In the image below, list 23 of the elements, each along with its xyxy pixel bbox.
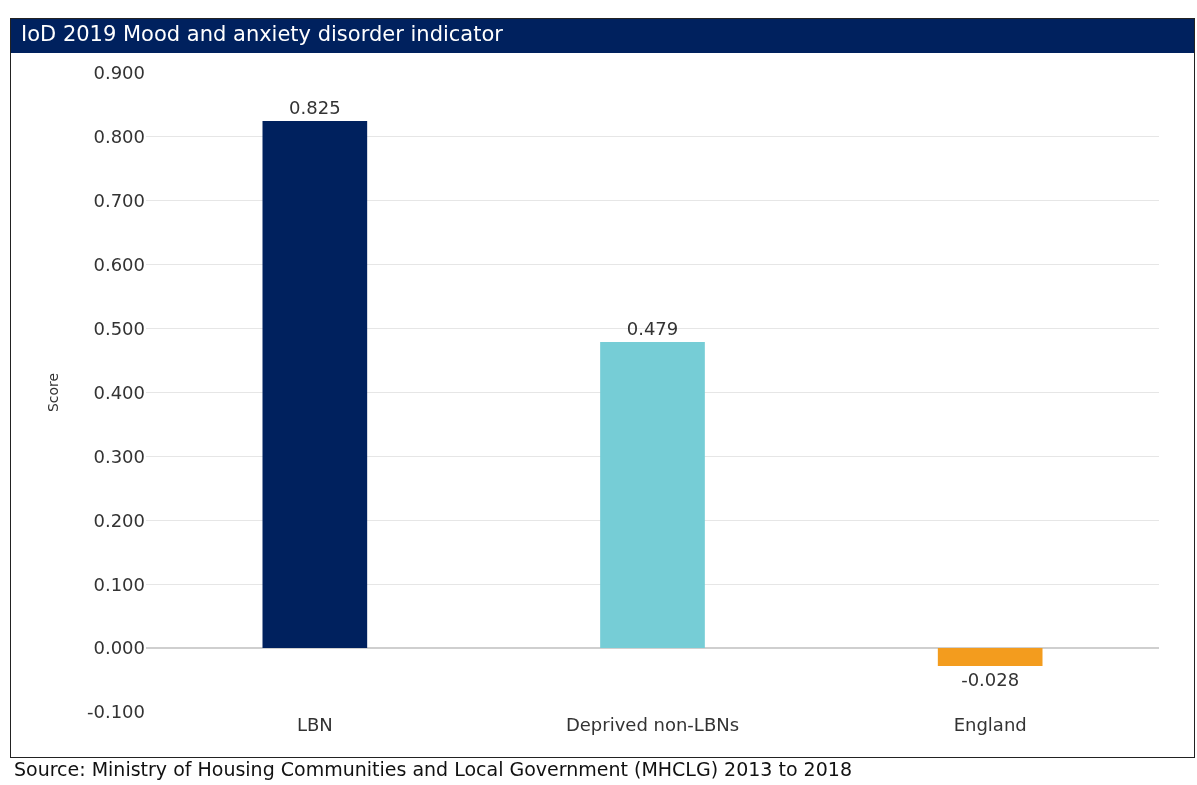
x-tick-label: Deprived non-LBNs	[565, 714, 740, 735]
y-tick-label: 0.100	[93, 573, 145, 595]
y-tick-label: 0.400	[93, 381, 145, 403]
source-note: Source: Ministry of Housing Communities and Local Government (MHCLG) 2013 to 2018	[14, 758, 852, 780]
data-label: 0.825	[289, 96, 341, 118]
bar	[262, 120, 368, 649]
data-label: -0.028	[961, 668, 1020, 690]
y-tick-label: 0.300	[93, 445, 145, 467]
chart-title: IoD 2019 Mood and anxiety disorder indicator	[11, 19, 1194, 53]
data-label: 0.479	[626, 318, 679, 340]
bar	[937, 648, 1043, 666]
x-tick-label: LBN	[296, 714, 333, 735]
y-tick-label: -0.100	[86, 701, 145, 723]
y-tick-label: 0.900	[93, 62, 145, 84]
y-tick-label: 0.800	[93, 126, 145, 148]
x-tick-label: England	[953, 714, 1027, 735]
y-tick-label: 0.700	[93, 190, 145, 212]
y-tick-label: 0.600	[93, 254, 145, 275]
bar	[600, 342, 705, 649]
y-tick-label: 0.200	[93, 509, 145, 531]
y-axis-title: Score	[44, 372, 61, 413]
y-tick-label: 0.000	[93, 637, 145, 659]
y-tick-label: 0.500	[93, 317, 145, 339]
